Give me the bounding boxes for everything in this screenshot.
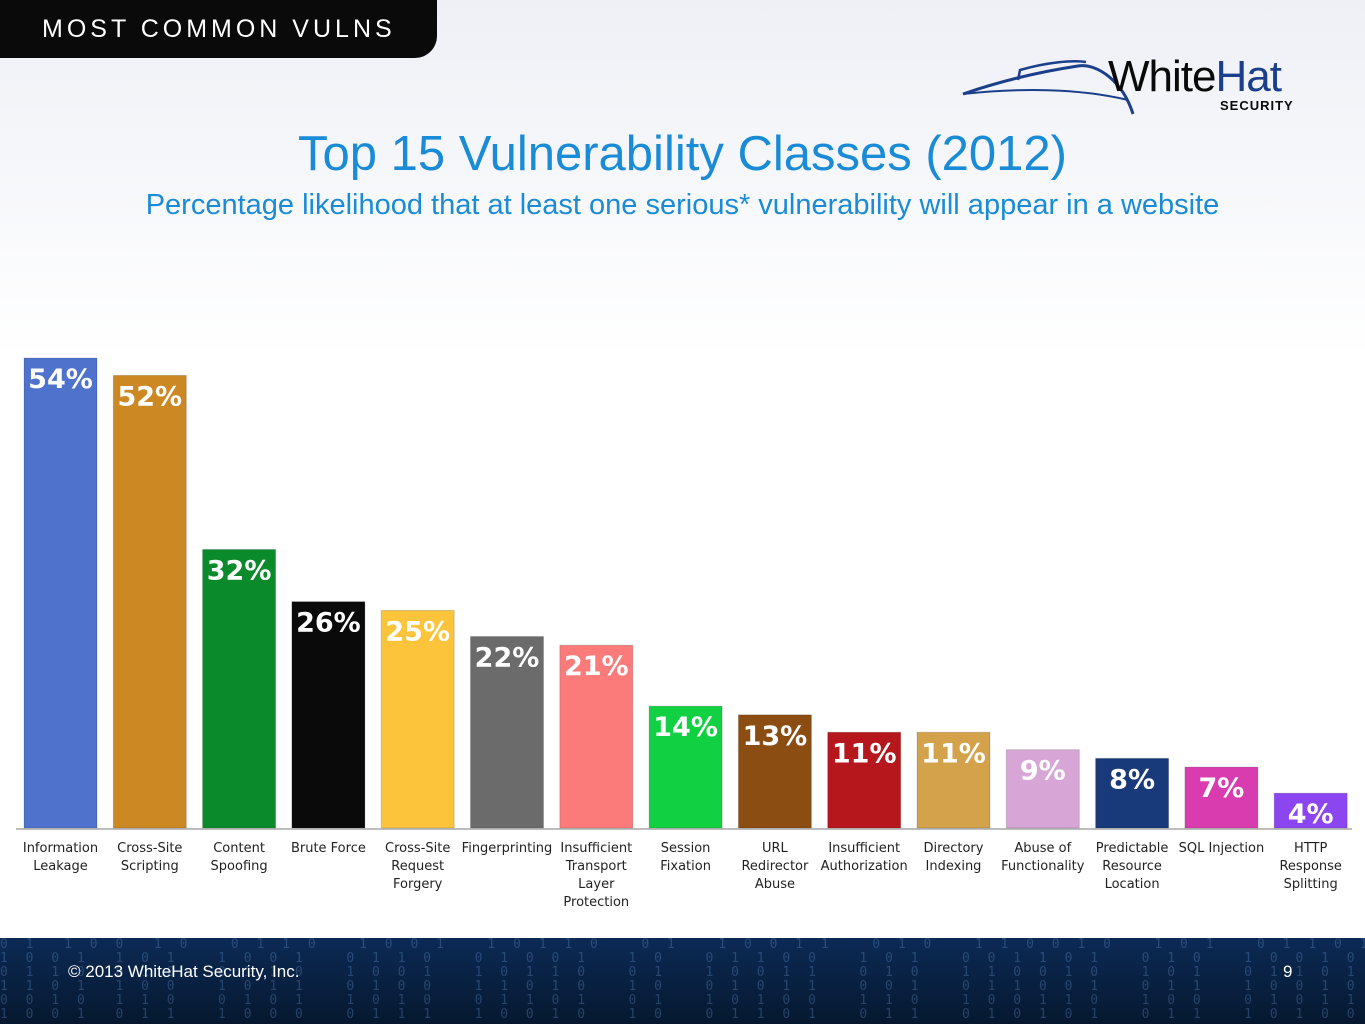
whitehat-logo: WhiteHat SECURITY bbox=[958, 52, 1303, 122]
bar bbox=[827, 731, 902, 829]
bar bbox=[1005, 749, 1080, 829]
category-label: SQL Injection bbox=[1179, 841, 1265, 856]
bar-value-label: 4% bbox=[1288, 799, 1334, 830]
bar-value-label: 11% bbox=[832, 738, 897, 769]
category-label: URL Redirector Abuse bbox=[741, 841, 809, 892]
bar-value-label: 22% bbox=[475, 643, 540, 674]
category-label: Cross-Site Request Forgery bbox=[385, 841, 450, 892]
category-label: Fingerprinting bbox=[462, 841, 553, 856]
bar-value-label: 8% bbox=[1109, 764, 1155, 795]
chart-subtitle: Percentage likelihood that at least one … bbox=[145, 189, 1220, 221]
bar bbox=[648, 705, 723, 829]
page-number: 9 bbox=[1283, 962, 1293, 981]
footer: 0 1 1 0 0 1 0 0 1 1 0 1 0 0 1 1 0 1 1 0 … bbox=[0, 938, 1365, 1024]
bar bbox=[112, 374, 187, 829]
bar bbox=[737, 714, 812, 829]
logo-subtext: SECURITY bbox=[1220, 98, 1294, 113]
copyright-text: © 2013 WhiteHat Security, Inc. bbox=[68, 962, 300, 981]
bar-value-label: 9% bbox=[1020, 756, 1066, 787]
bar-chart: 54% Information Leakage 52% Cross-Site Script… bbox=[16, 357, 1352, 910]
bar bbox=[1184, 766, 1259, 829]
category-label: Insufficient Transport Layer Protection bbox=[560, 841, 632, 910]
section-tab: MOST COMMON VULNS bbox=[0, 0, 437, 58]
category-label: Brute Force bbox=[291, 841, 366, 856]
bar-value-label: 26% bbox=[296, 608, 361, 639]
bar bbox=[559, 644, 634, 829]
bar-value-label: 13% bbox=[743, 721, 808, 752]
bar-value-label: 52% bbox=[117, 381, 182, 412]
bar bbox=[380, 609, 455, 829]
category-label: Insufficient Authorization bbox=[821, 841, 908, 874]
bar-value-label: 25% bbox=[385, 616, 450, 647]
bar bbox=[291, 601, 366, 829]
category-label: Predictable Resource Location bbox=[1096, 841, 1169, 892]
bar bbox=[23, 357, 98, 829]
bar-value-label: 21% bbox=[564, 651, 629, 682]
category-label: Directory Indexing bbox=[924, 841, 984, 874]
category-label: Content Spoofing bbox=[211, 841, 268, 874]
bar-value-label: 14% bbox=[653, 712, 718, 743]
category-label: Abuse of Functionality bbox=[1001, 841, 1085, 874]
category-label: HTTP Response Splitting bbox=[1279, 841, 1341, 892]
bar bbox=[1273, 792, 1348, 829]
bar-value-label: 54% bbox=[28, 364, 93, 395]
bar bbox=[470, 636, 544, 829]
section-label: MOST COMMON VULNS bbox=[42, 15, 396, 43]
bar-value-label: 32% bbox=[207, 555, 272, 586]
category-label: Information Leakage bbox=[23, 841, 98, 874]
binary-pattern-decoration: 0 1 1 0 0 1 0 0 1 1 0 1 0 0 1 1 0 1 1 0 … bbox=[0, 938, 1365, 1022]
bar-value-label: 11% bbox=[921, 738, 986, 769]
chart-title: Top 15 Vulnerability Classes (2012) bbox=[298, 127, 1067, 181]
category-label: Cross-Site Scripting bbox=[117, 841, 182, 874]
category-label: Session Fixation bbox=[660, 841, 711, 874]
bar bbox=[916, 731, 991, 829]
bar bbox=[202, 548, 277, 829]
bar-value-label: 7% bbox=[1198, 773, 1244, 804]
logo-wordmark: WhiteHat bbox=[1108, 52, 1282, 101]
logo-swoosh-icon bbox=[962, 60, 1135, 115]
bar bbox=[1095, 757, 1170, 829]
